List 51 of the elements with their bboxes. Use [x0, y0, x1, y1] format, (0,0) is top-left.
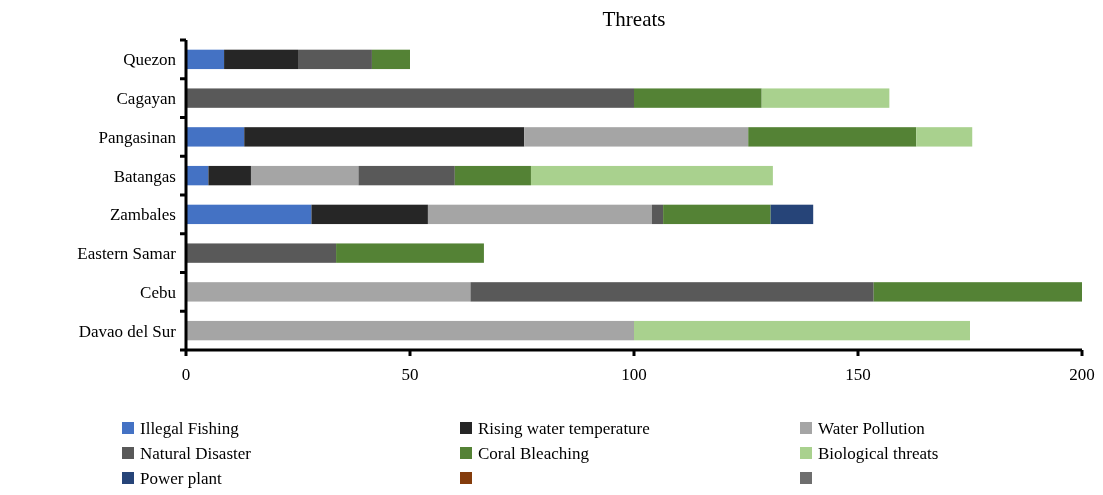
- bar: [358, 165, 455, 186]
- bar: [770, 204, 814, 225]
- bar: [336, 243, 484, 263]
- legend-label: Biological threats: [818, 443, 939, 463]
- y-tick-label: Pangasinan: [98, 127, 177, 147]
- bar: [530, 165, 773, 186]
- bar: [186, 127, 245, 147]
- bar: [651, 204, 664, 225]
- bar: [761, 88, 890, 108]
- bar: [427, 204, 652, 225]
- legend-label: Illegal Fishing: [140, 418, 240, 438]
- legend-label: Natural Disaster: [140, 443, 252, 463]
- bar: [454, 165, 531, 186]
- bar: [186, 243, 337, 263]
- bar: [470, 282, 874, 302]
- y-tick-label: Cebu: [140, 282, 177, 302]
- bar: [224, 49, 298, 70]
- bar: [186, 204, 312, 225]
- bar: [524, 127, 749, 147]
- bar: [250, 165, 359, 186]
- bar: [208, 165, 251, 186]
- bar: [371, 49, 410, 70]
- y-tick-label: Quezon: [123, 50, 177, 70]
- bar: [186, 282, 471, 302]
- legend-label: Rising water temperature: [478, 418, 650, 438]
- x-tick-label: 100: [621, 365, 647, 384]
- x-tick-label: 0: [181, 365, 191, 384]
- x-tick-label: 150: [845, 365, 871, 384]
- bar: [634, 320, 970, 341]
- legend-label: Water Pollution: [818, 418, 926, 438]
- y-tick-label: Cagayan: [116, 89, 177, 109]
- x-tick-label: 50: [401, 365, 419, 384]
- bar: [186, 88, 634, 108]
- bar: [873, 282, 1082, 302]
- bar: [634, 88, 762, 108]
- bar: [748, 127, 917, 147]
- x-tick-label: 200: [1069, 365, 1095, 384]
- y-tick-label: Davao del Sur: [78, 321, 177, 341]
- bar: [186, 49, 225, 70]
- legend-label: Coral Bleaching: [478, 443, 590, 463]
- y-tick-label: Zambales: [109, 205, 176, 225]
- bar: [311, 204, 428, 225]
- y-tick-label: Eastern Samar: [77, 244, 177, 264]
- bar: [186, 320, 634, 341]
- bar: [916, 127, 973, 147]
- bar: [244, 127, 525, 147]
- chart-title: Threats: [602, 7, 666, 31]
- bar: [663, 204, 771, 225]
- bar: [298, 49, 372, 70]
- legend-label: Power plant: [140, 468, 222, 488]
- y-tick-label: Batangas: [113, 166, 176, 186]
